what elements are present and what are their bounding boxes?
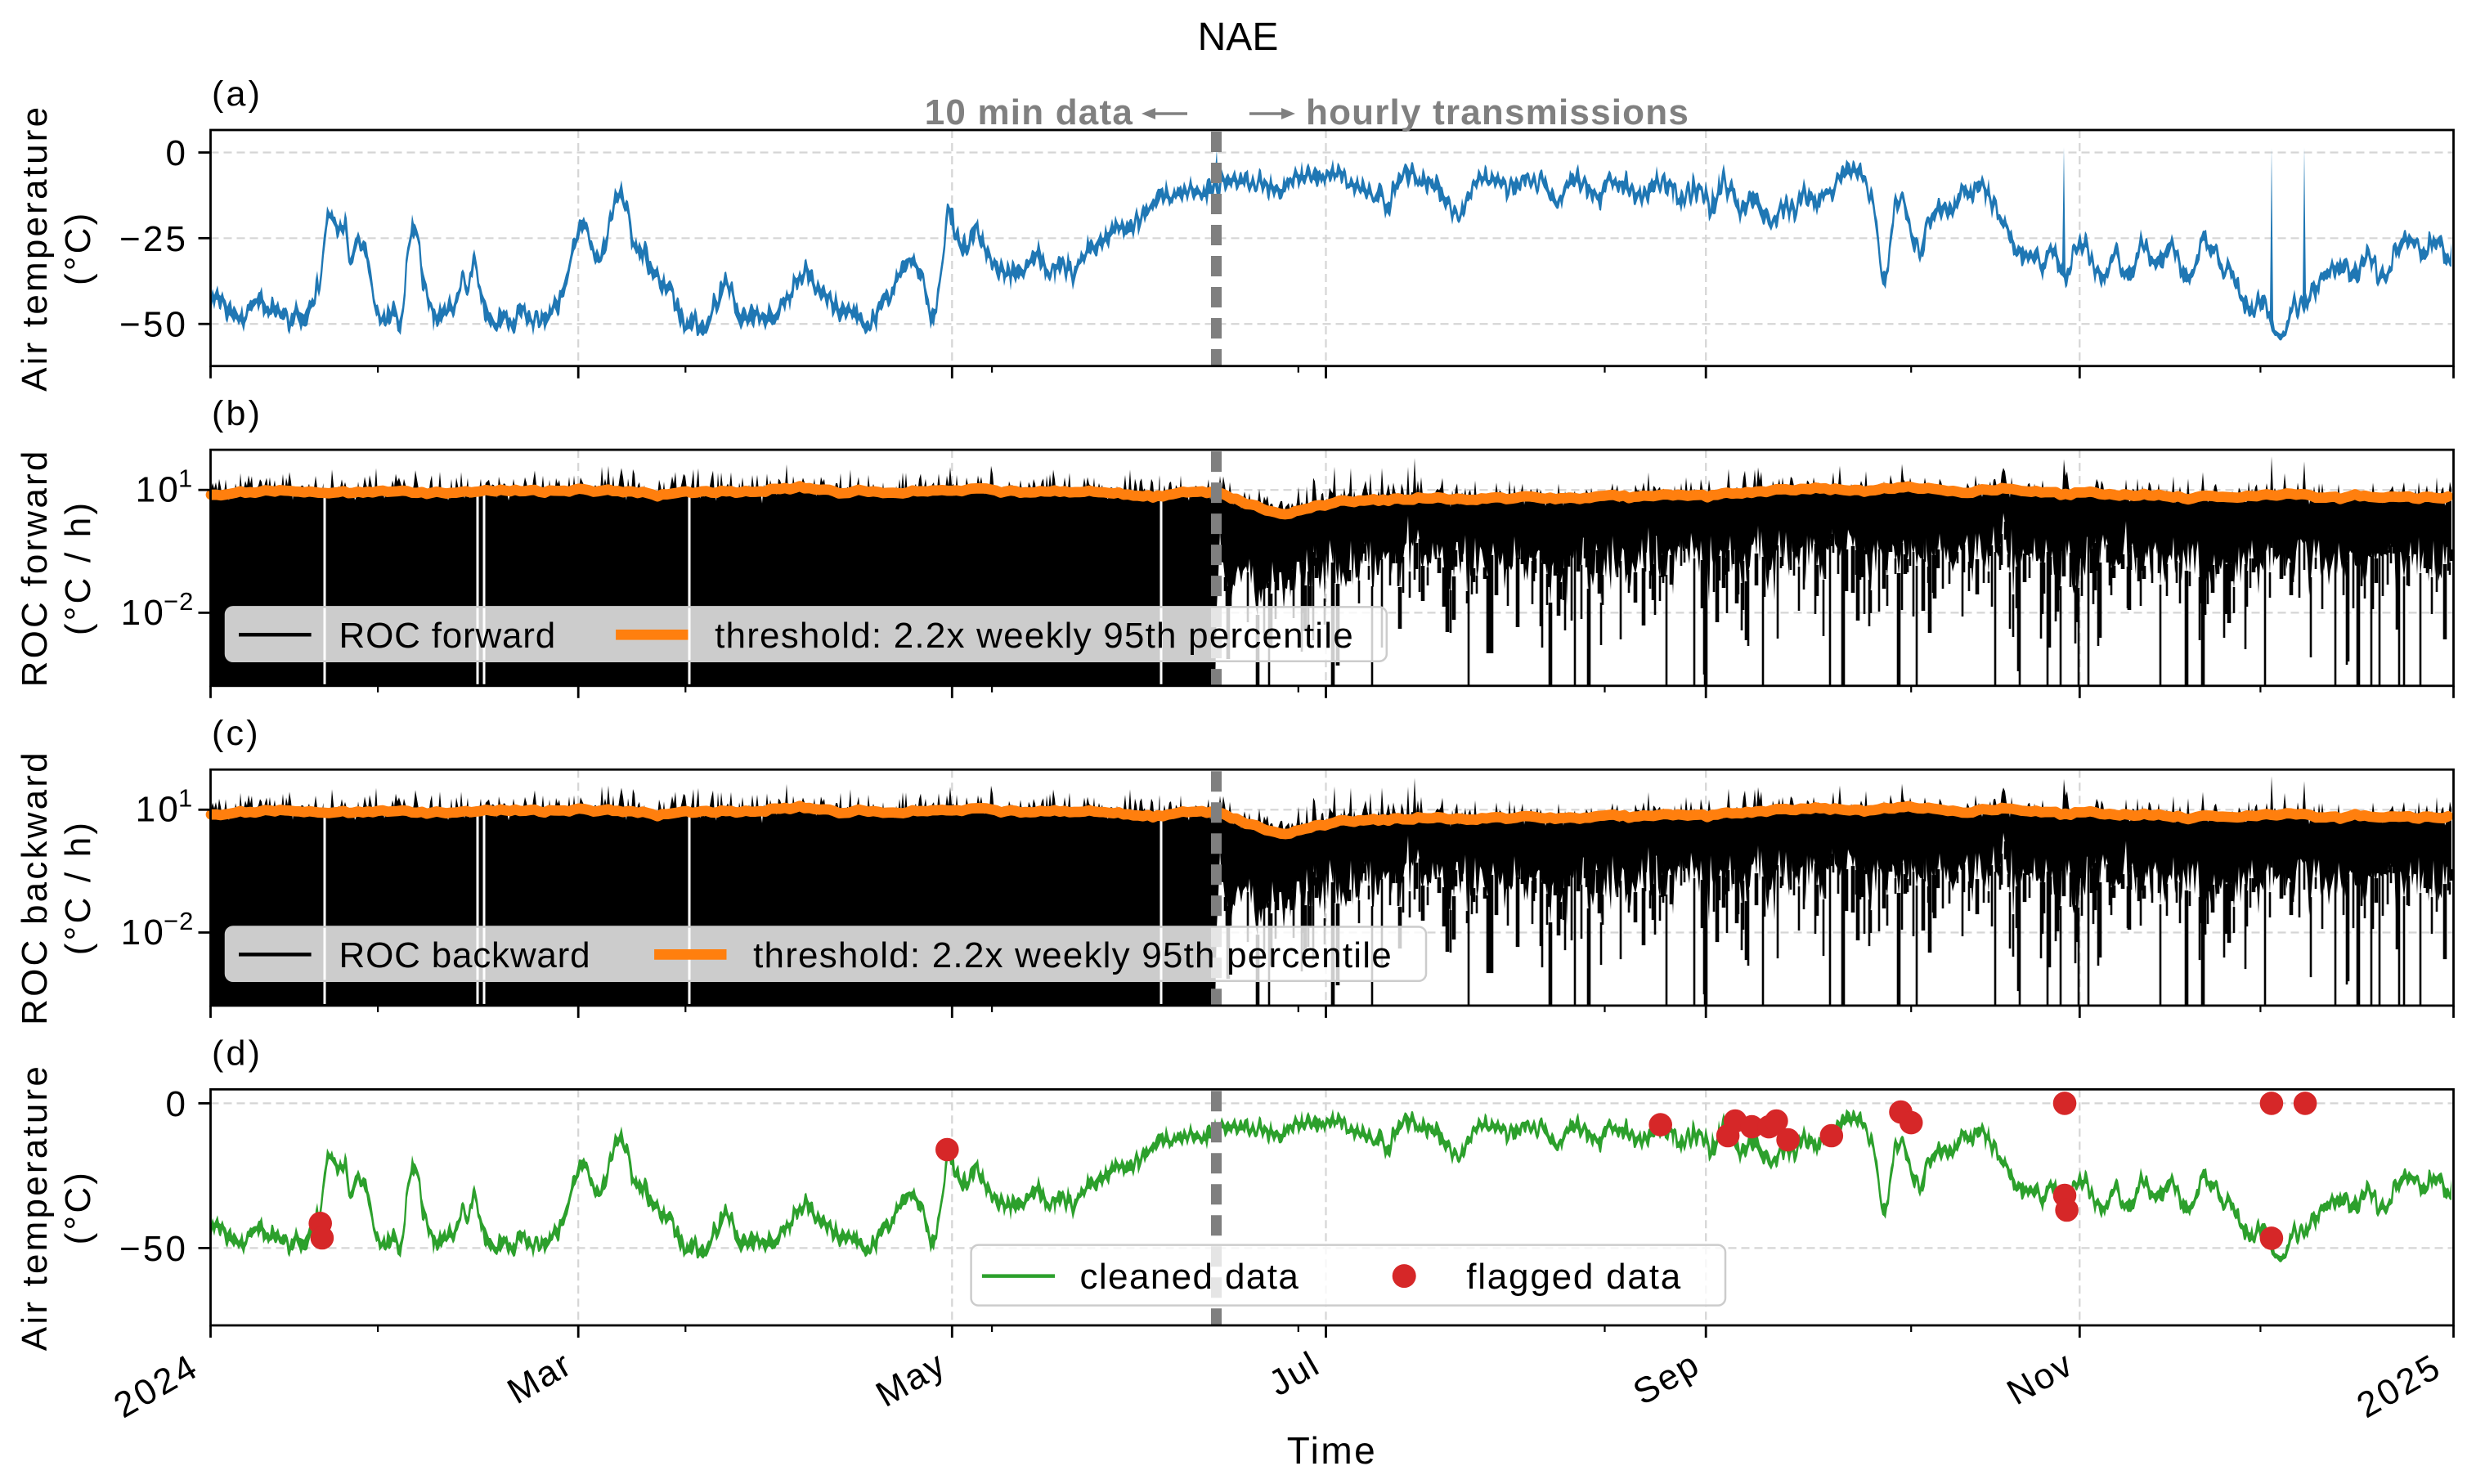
svg-text:1: 1 (178, 464, 192, 493)
svg-text:1: 1 (178, 784, 192, 813)
svg-text:(°C / h): (°C / h) (58, 500, 98, 635)
svg-text:(°C): (°C) (58, 1170, 98, 1244)
svg-text:NAE: NAE (1198, 16, 1279, 59)
svg-text:10: 10 (121, 912, 166, 953)
svg-text:(°C / h): (°C / h) (58, 820, 98, 955)
svg-text:(d): (d) (212, 1033, 262, 1073)
svg-text:flagged data: flagged data (1466, 1257, 1682, 1297)
svg-text:threshold: 2.2x weekly 95th pe: threshold: 2.2x weekly 95th percentile (753, 935, 1393, 975)
svg-text:Air temperature: Air temperature (15, 105, 55, 392)
svg-text:(c): (c) (212, 714, 261, 753)
svg-text:0: 0 (166, 133, 186, 173)
svg-text:ROC backward: ROC backward (339, 935, 591, 975)
svg-text:(a): (a) (212, 74, 262, 114)
svg-text:−50: −50 (119, 1229, 188, 1269)
svg-text:ROC forward: ROC forward (339, 616, 557, 656)
svg-text:Time: Time (1287, 1429, 1378, 1472)
svg-text:(°C): (°C) (58, 211, 98, 285)
svg-text:(b): (b) (212, 394, 262, 433)
svg-text:−25: −25 (119, 219, 188, 259)
svg-text:10: 10 (121, 593, 166, 633)
svg-text:Air temperature: Air temperature (15, 1064, 55, 1351)
svg-text:10: 10 (136, 470, 181, 510)
svg-text:0: 0 (166, 1084, 186, 1124)
svg-text:−2: −2 (164, 587, 194, 616)
svg-text:ROC backward: ROC backward (15, 750, 55, 1025)
svg-text:10 min data: 10 min data (925, 92, 1133, 132)
svg-text:threshold: 2.2x weekly 95th pe: threshold: 2.2x weekly 95th percentile (715, 616, 1354, 656)
svg-text:−50: −50 (119, 305, 188, 345)
svg-text:cleaned data: cleaned data (1080, 1257, 1300, 1297)
svg-text:ROC forward: ROC forward (15, 448, 55, 687)
svg-text:hourly transmissions: hourly transmissions (1306, 92, 1689, 132)
svg-text:10: 10 (136, 790, 181, 830)
svg-text:−2: −2 (164, 907, 194, 935)
